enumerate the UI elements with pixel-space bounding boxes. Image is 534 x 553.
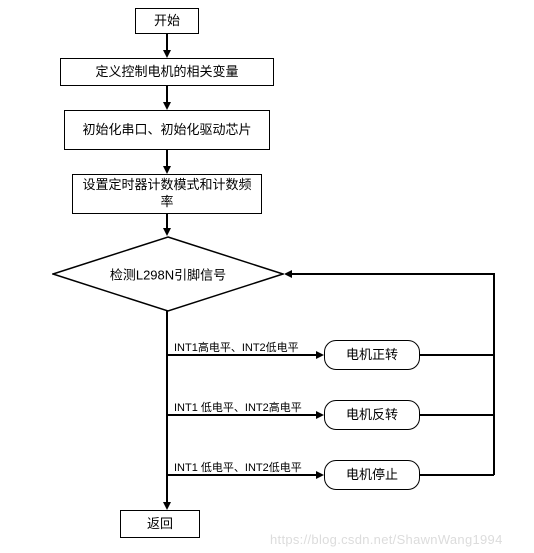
node-defvar: 定义控制电机的相关变量 [60,58,274,86]
node-start-label: 开始 [154,13,180,30]
edge-fb-reverse [420,414,494,416]
edge-label-1: INT1高电平、INT2低电平 [174,339,299,355]
arrow-branch2 [316,411,324,419]
edge-label-3: INT1 低电平、INT2低电平 [174,459,302,475]
node-forward-label: 电机正转 [346,347,398,364]
node-return-label: 返回 [147,516,173,533]
node-reverse-label: 电机反转 [346,407,398,424]
watermark-text: https://blog.csdn.net/ShawnWang1994 [270,532,503,547]
node-detect-label: 检测L298N引脚信号 [52,265,284,284]
arrow-start-defvar [163,50,171,58]
node-init: 初始化串口、初始化驱动芯片 [64,110,270,150]
arrow-branch1 [316,351,324,359]
node-detect: 检测L298N引脚信号 [52,236,284,312]
arrow-spine-return [163,502,171,510]
arrow-timer-detect [163,228,171,236]
edge-label-2: INT1 低电平、INT2高电平 [174,399,302,415]
node-stop: 电机停止 [324,460,420,490]
node-timer-label: 设置定时器计数模式和计数频率 [81,177,253,211]
edge-start-defvar [166,34,168,50]
edge-init-timer [166,150,168,166]
node-forward: 电机正转 [324,340,420,370]
node-start: 开始 [135,8,199,34]
edge-fb-stop [420,474,494,476]
node-reverse: 电机反转 [324,400,420,430]
arrow-init-timer [163,166,171,174]
edge-defvar-init [166,86,168,102]
node-timer: 设置定时器计数模式和计数频率 [72,174,262,214]
arrow-defvar-init [163,102,171,110]
node-init-label: 初始化串口、初始化驱动芯片 [82,122,251,139]
arrow-branch3 [316,471,324,479]
arrow-fb-into-diamond [284,270,292,278]
node-defvar-label: 定义控制电机的相关变量 [95,64,238,81]
edge-fb-forward [420,354,494,356]
edge-fb-top [292,273,494,275]
edge-fb-vertical [493,273,495,475]
node-return: 返回 [120,510,200,538]
node-stop-label: 电机停止 [346,467,398,484]
